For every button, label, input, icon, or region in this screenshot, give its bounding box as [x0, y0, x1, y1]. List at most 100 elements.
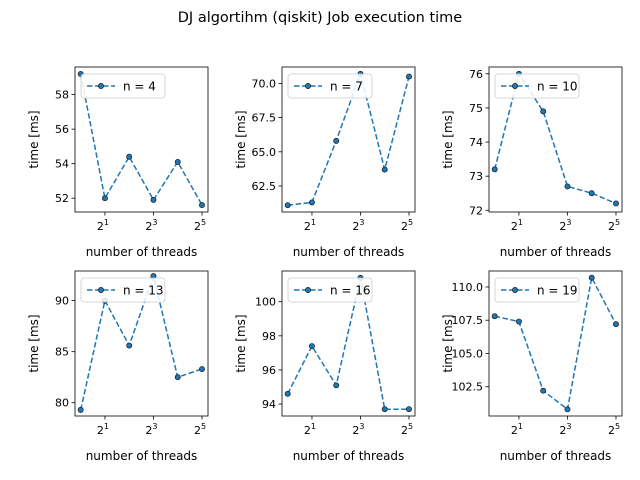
x-tick-base: 2 — [304, 424, 311, 437]
data-point — [381, 406, 388, 413]
y-tick-label: 90 — [55, 295, 69, 308]
x-tick-base: 2 — [559, 424, 566, 437]
y-tick-label: 62.5 — [252, 180, 277, 193]
y-tick-label: 96 — [262, 364, 276, 377]
data-point — [564, 183, 571, 190]
data-point — [613, 321, 619, 328]
axes-frame — [74, 66, 209, 213]
data-point — [174, 158, 181, 165]
x-tick-exponent: 1 — [311, 218, 316, 227]
data-point — [564, 406, 571, 413]
legend-box — [80, 277, 166, 303]
data-point — [613, 200, 619, 207]
data-point — [491, 166, 498, 173]
x-axis-label: number of threads — [86, 449, 198, 463]
data-point — [515, 318, 522, 325]
data-point — [284, 202, 291, 209]
data-point — [540, 387, 547, 394]
data-point — [333, 382, 340, 389]
legend-box — [287, 277, 373, 303]
y-tick-label: 80 — [55, 397, 69, 410]
legend-box — [80, 73, 166, 99]
data-point — [199, 202, 205, 209]
axes-frame — [488, 66, 623, 213]
x-tick-base: 2 — [608, 424, 615, 437]
x-tick-base: 2 — [511, 424, 518, 437]
data-point — [126, 153, 133, 160]
x-tick-label: 25 — [401, 422, 413, 437]
series-line — [79, 73, 203, 206]
x-tick-base: 2 — [304, 220, 311, 233]
x-tick-base: 2 — [194, 220, 201, 233]
x-tick-label: 25 — [608, 218, 620, 233]
data-point — [491, 313, 498, 320]
x-tick-label: 23 — [559, 422, 571, 437]
y-tick-label: 85 — [55, 346, 69, 359]
legend-marker — [305, 287, 311, 293]
x-axis-label: number of threads — [293, 449, 405, 463]
legend-marker — [98, 287, 104, 293]
legend-label: n = 19 — [537, 284, 578, 298]
data-point — [174, 374, 181, 381]
y-tick-label: 73 — [469, 170, 483, 183]
y-tick-label: 110.0 — [452, 281, 484, 294]
y-axis-label: time [ms] — [441, 314, 455, 372]
y-tick-label: 100 — [255, 296, 276, 309]
x-tick-label: 23 — [559, 218, 571, 233]
data-point — [588, 190, 595, 197]
x-tick-exponent: 1 — [518, 422, 523, 431]
y-axis-label: time [ms] — [27, 314, 41, 372]
series-line — [287, 277, 409, 410]
x-axis-label: number of threads — [500, 245, 612, 259]
x-tick-exponent: 3 — [359, 422, 364, 431]
y-tick-label: 94 — [262, 398, 276, 411]
x-tick-exponent: 1 — [518, 218, 523, 227]
x-tick-label: 25 — [401, 218, 413, 233]
x-tick-label: 21 — [304, 422, 316, 437]
legend-marker — [512, 83, 518, 89]
x-axis-label: number of threads — [293, 245, 405, 259]
data-point — [126, 342, 133, 349]
legend-marker — [98, 83, 104, 89]
series-line — [494, 275, 617, 411]
x-tick-base: 2 — [145, 220, 152, 233]
data-point — [77, 406, 84, 413]
x-tick-label: 23 — [145, 218, 157, 233]
y-tick-label: 76 — [469, 68, 483, 81]
y-tick-label: 72 — [469, 204, 483, 217]
legend-label: n = 7 — [330, 80, 363, 94]
y-tick-label: 67.5 — [252, 112, 277, 125]
y-tick-label: 107.5 — [452, 314, 484, 327]
x-tick-label: 21 — [97, 218, 109, 233]
x-tick-base: 2 — [352, 424, 359, 437]
x-tick-exponent: 3 — [152, 422, 157, 431]
x-tick-base: 2 — [511, 220, 518, 233]
x-tick-base: 2 — [401, 220, 408, 233]
x-axis-label: number of threads — [500, 449, 612, 463]
axes-frame — [74, 270, 209, 417]
x-axis-label: number of threads — [86, 245, 198, 259]
axes-frame — [281, 270, 416, 417]
axes-frame — [488, 270, 623, 417]
x-tick-exponent: 5 — [615, 218, 620, 227]
legend-marker — [512, 287, 518, 293]
x-tick-label: 21 — [97, 422, 109, 437]
y-tick-label: 52 — [55, 192, 69, 205]
x-tick-label: 25 — [194, 218, 206, 233]
data-point — [540, 108, 547, 115]
x-tick-exponent: 5 — [201, 218, 206, 227]
x-tick-label: 21 — [304, 218, 316, 233]
x-tick-exponent: 5 — [408, 422, 413, 431]
y-axis-label: time [ms] — [441, 110, 455, 168]
data-point — [333, 137, 340, 144]
legend-marker — [305, 83, 311, 89]
series-line — [79, 273, 203, 411]
x-tick-base: 2 — [194, 424, 201, 437]
